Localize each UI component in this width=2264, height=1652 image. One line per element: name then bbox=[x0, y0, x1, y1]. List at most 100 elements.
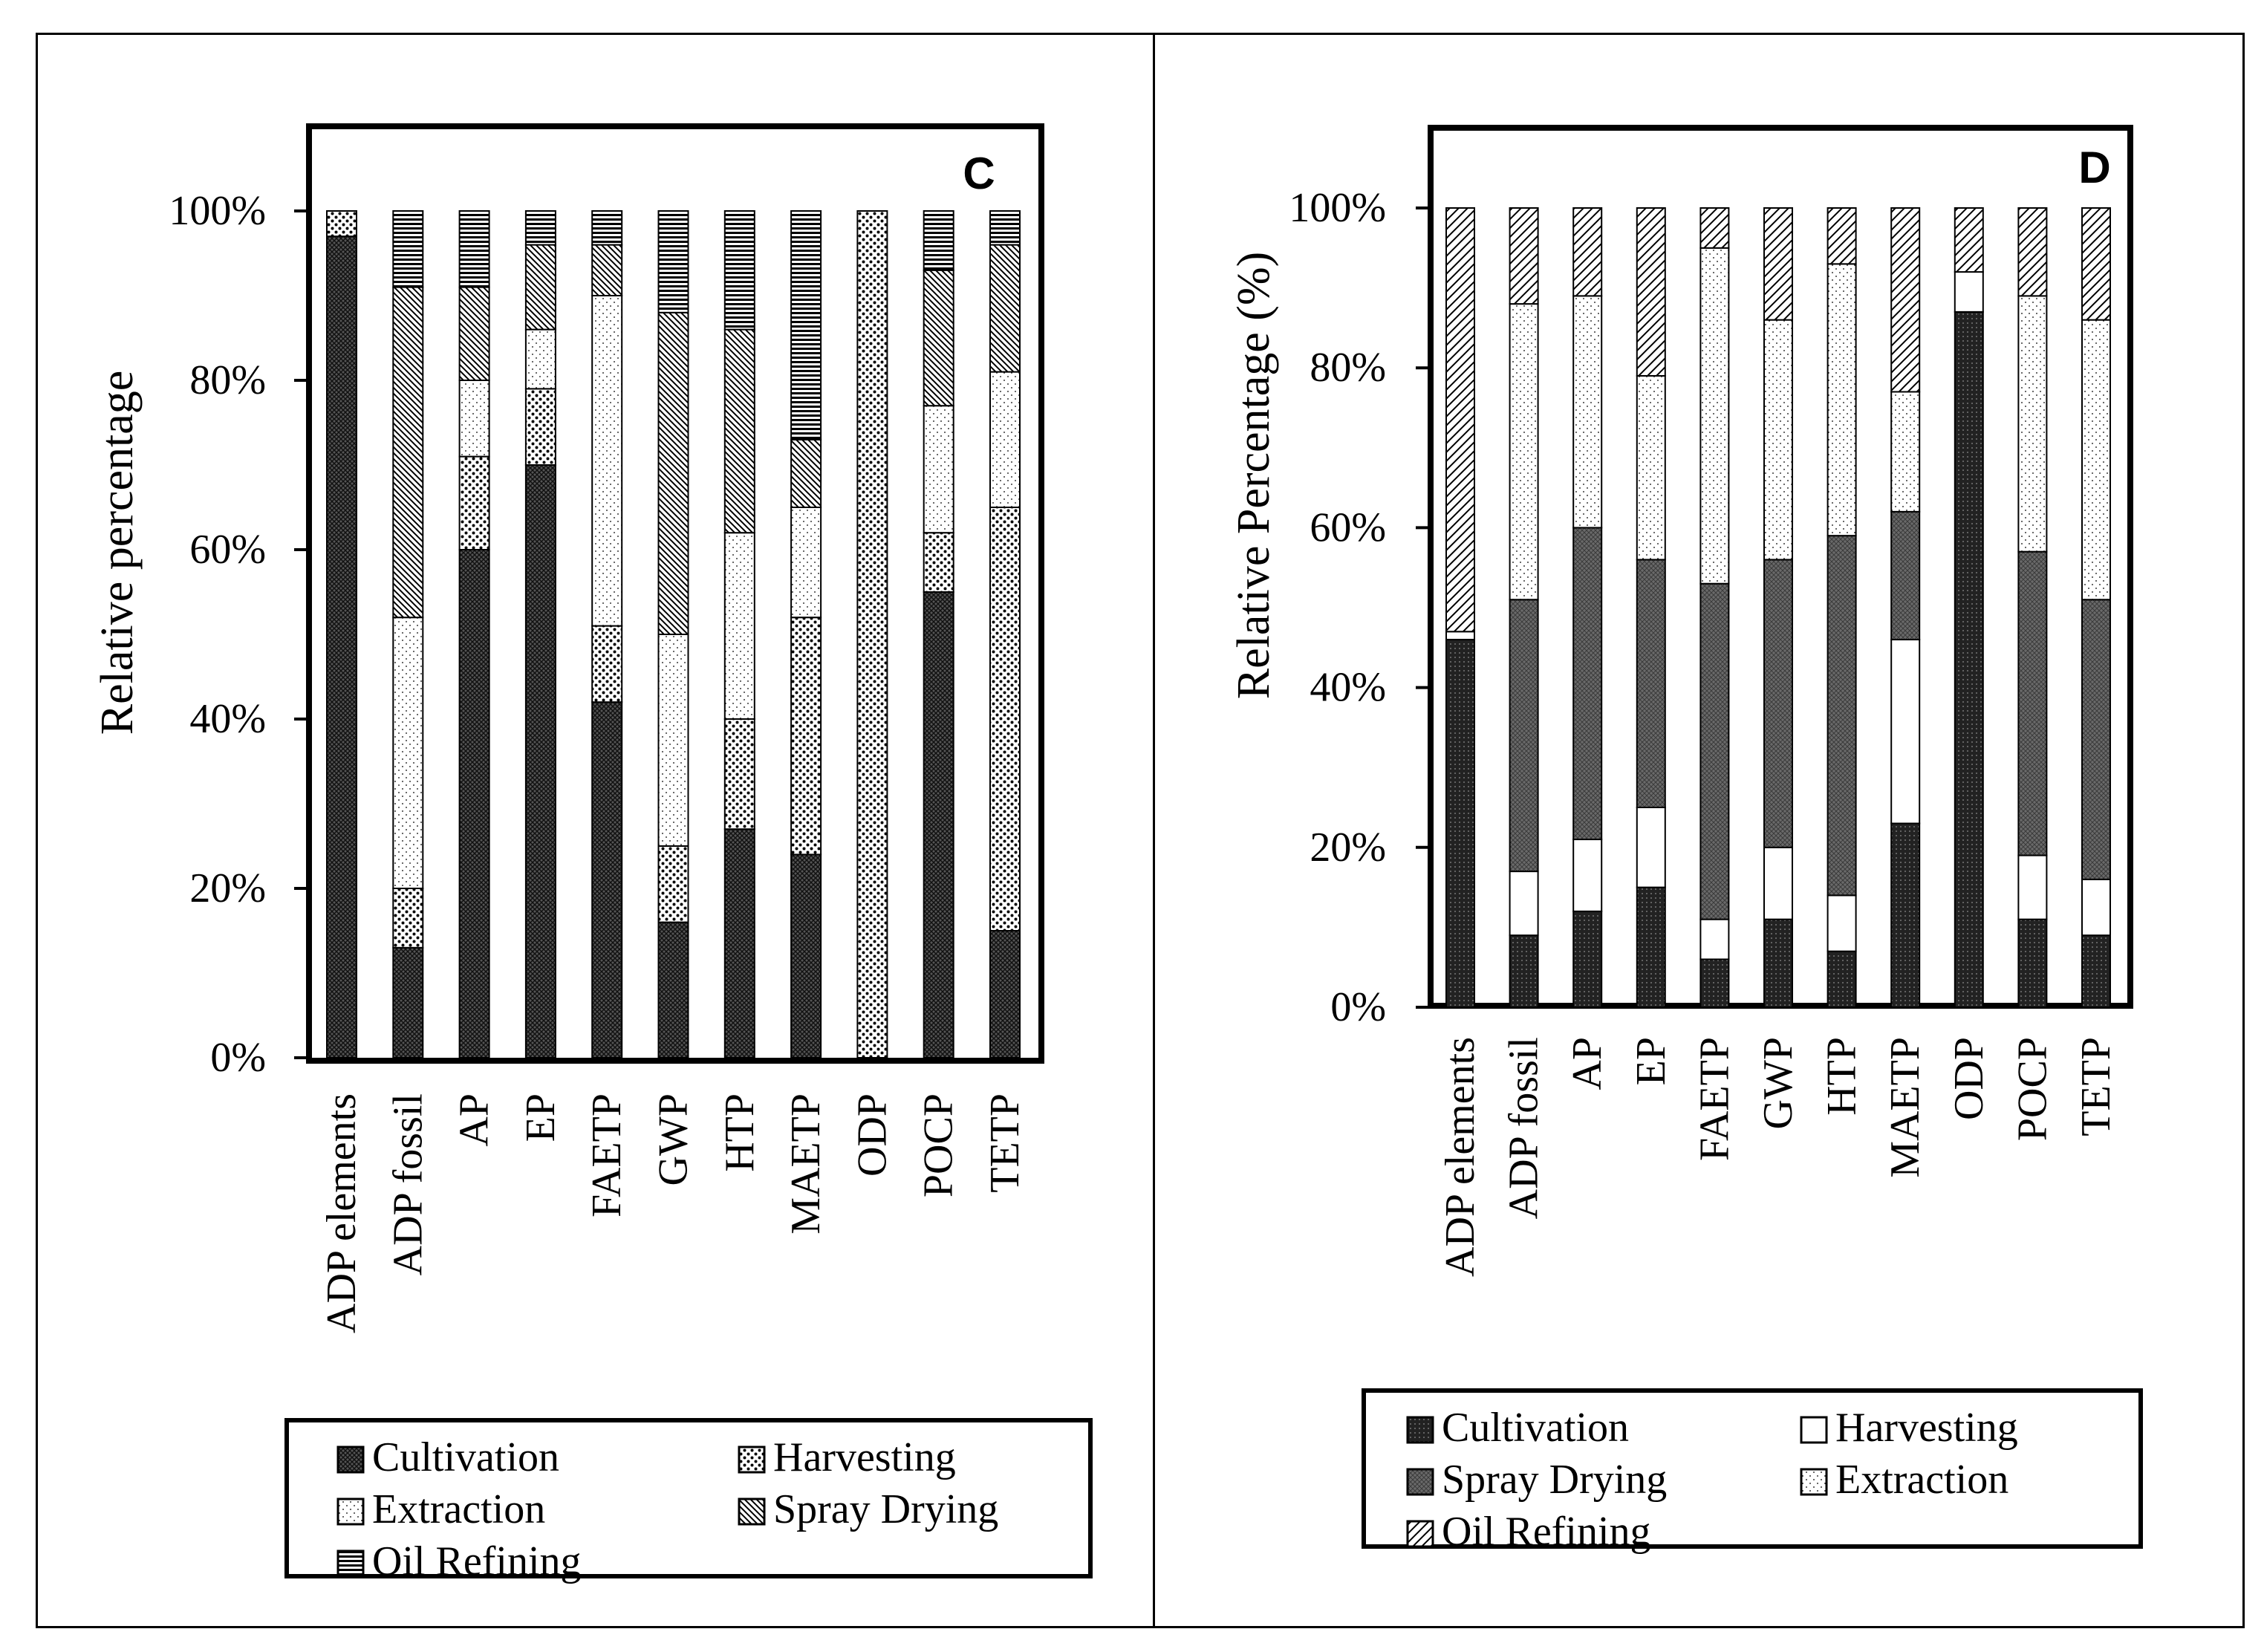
c-legend-swatch-harvesting bbox=[738, 1446, 766, 1474]
c-xtick-label-pocp: POCP bbox=[916, 1093, 962, 1197]
c-bar-gwp-cultivation bbox=[657, 921, 689, 1058]
c-xtick-label-faetp: FAETP bbox=[584, 1093, 630, 1217]
panel-d-y-tick-labels: 0% 20% 40% 60% 80% 100% bbox=[1289, 185, 1386, 1030]
d-bar-adp-fossil-oil-refining bbox=[1509, 207, 1539, 305]
c-bar-faetp-harvesting bbox=[591, 625, 623, 703]
d-bar-ap-spray-drying bbox=[1572, 527, 1603, 841]
panel-d: 0% 20% 40% 60% 80% 100% ADP elements ADP fossi… bbox=[1229, 125, 2143, 1555]
d-xtick-label-adp-fossil: ADP fossil bbox=[1501, 1037, 1547, 1219]
d-bar-pocp-extraction bbox=[2017, 295, 2048, 553]
c-bar-gwp-extraction bbox=[657, 634, 689, 847]
c-bar-faetp-cultivation bbox=[591, 701, 623, 1058]
d-ytick-label-4: 80% bbox=[1310, 345, 1386, 391]
d-bar-ep-extraction bbox=[1636, 374, 1666, 561]
c-bar-adp-fossil-extraction bbox=[392, 617, 424, 889]
d-legend-swatch-spray-drying bbox=[1406, 1468, 1434, 1496]
d-bar-faetp-harvesting bbox=[1699, 918, 1730, 960]
d-bar-gwp-harvesting bbox=[1763, 846, 1793, 920]
d-bar-maetp-cultivation bbox=[1890, 822, 1921, 1009]
d-xtick-label-faetp: FAETP bbox=[1691, 1037, 1737, 1161]
c-bar-ap-extraction bbox=[458, 380, 490, 458]
c-bar-pocp-harvesting bbox=[923, 532, 954, 594]
d-bar-ap-cultivation bbox=[1572, 910, 1603, 1008]
d-bar-faetp-cultivation bbox=[1699, 958, 1730, 1008]
panel-d-bars bbox=[1445, 207, 2111, 1009]
c-bar-maetp-oil-refining bbox=[790, 210, 822, 440]
d-bar-tetp-oil-refining bbox=[2081, 207, 2111, 321]
c-legend-label-harvesting: Harvesting bbox=[773, 1434, 956, 1480]
d-bar-pocp-oil-refining bbox=[2017, 207, 2048, 297]
d-ytick-label-5: 100% bbox=[1289, 185, 1386, 231]
d-ytick-label-0: 0% bbox=[1330, 984, 1386, 1030]
d-bar-tetp-extraction bbox=[2081, 319, 2111, 601]
c-ytick-label-4: 80% bbox=[189, 357, 266, 403]
c-ytick-label-1: 20% bbox=[189, 865, 266, 911]
d-ytick-label-3: 60% bbox=[1310, 504, 1386, 550]
d-bar-maetp-harvesting bbox=[1890, 639, 1921, 825]
c-bar-maetp-harvesting bbox=[790, 617, 822, 856]
d-bar-htp-spray-drying bbox=[1827, 535, 1857, 897]
d-bar-adp-fossil-cultivation bbox=[1509, 934, 1539, 1009]
c-legend-swatch-extraction bbox=[336, 1497, 365, 1526]
d-bar-ep-cultivation bbox=[1636, 886, 1666, 1008]
d-bar-adp-fossil-extraction bbox=[1509, 303, 1539, 601]
panel-c: 0% 20% 40% 60% 80% 100% ADP elements ADP fossi… bbox=[92, 123, 1093, 1584]
figure-frame bbox=[36, 33, 2245, 1628]
d-legend-swatch-cultivation bbox=[1406, 1416, 1434, 1444]
c-xtick-label-adp-elements: ADP elements bbox=[319, 1093, 365, 1333]
d-xtick-label-pocp: POCP bbox=[2009, 1037, 2055, 1141]
d-bar-tetp-cultivation bbox=[2081, 934, 2111, 1009]
panel-d-legend bbox=[1362, 1388, 2143, 1549]
d-bar-adp-elements-cultivation bbox=[1445, 639, 1475, 1008]
d-legend-swatch-harvesting bbox=[1800, 1416, 1828, 1444]
d-bar-odp-harvesting bbox=[1954, 271, 1984, 313]
c-xtick-label-odp: ODP bbox=[849, 1093, 895, 1177]
d-xtick-label-ep: EP bbox=[1628, 1037, 1674, 1085]
c-bar-gwp-spray-drying bbox=[657, 311, 689, 635]
panel-d-x-tick-labels: ADP elements ADP fossil AP EP FAETP GWP HTP MAE… bbox=[1437, 1037, 2119, 1277]
d-bar-tetp-harvesting bbox=[2081, 878, 2111, 937]
c-legend-label-oil-refining: Oil Refining bbox=[372, 1538, 582, 1584]
d-xtick-label-gwp: GWP bbox=[1755, 1037, 1801, 1129]
d-legend-label-harvesting: Harvesting bbox=[1835, 1405, 2018, 1451]
d-legend-label-extraction: Extraction bbox=[1835, 1457, 2008, 1503]
c-xtick-label-tetp: TETP bbox=[982, 1093, 1028, 1193]
d-legend-swatch-extraction bbox=[1800, 1468, 1828, 1496]
panel-d-y-tick-marks bbox=[1416, 206, 1431, 1009]
c-bar-odp-harvesting bbox=[856, 210, 888, 1058]
d-legend-label-cultivation: Cultivation bbox=[1442, 1405, 1629, 1451]
d-bar-ap-harvesting bbox=[1572, 839, 1603, 912]
c-ytick-label-2: 40% bbox=[189, 696, 266, 742]
c-bar-ap-harvesting bbox=[458, 455, 490, 550]
c-bar-tetp-harvesting bbox=[989, 507, 1021, 931]
d-bar-maetp-spray-drying bbox=[1890, 510, 1921, 641]
c-bar-adp-elements-cultivation bbox=[326, 235, 357, 1059]
panel-d-y-axis-title: Relative Percentage (%) bbox=[1229, 252, 1279, 699]
d-bar-htp-harvesting bbox=[1827, 894, 1857, 952]
panel-c-legend bbox=[284, 1418, 1093, 1578]
d-legend-swatch-oil-refining bbox=[1406, 1520, 1434, 1548]
d-bar-odp-cultivation bbox=[1954, 310, 1984, 1008]
d-ytick-label-1: 20% bbox=[1310, 825, 1386, 871]
c-legend-label-extraction: Extraction bbox=[372, 1486, 545, 1532]
d-bar-tetp-spray-drying bbox=[2081, 599, 2111, 880]
c-bar-ap-cultivation bbox=[458, 549, 490, 1058]
c-bar-tetp-oil-refining bbox=[989, 210, 1021, 246]
panel-c-label: C bbox=[963, 149, 995, 198]
panel-c-bars bbox=[326, 210, 1021, 1059]
d-bar-ep-harvesting bbox=[1636, 807, 1666, 888]
d-xtick-label-ap: AP bbox=[1564, 1037, 1610, 1090]
c-bar-ep-spray-drying bbox=[524, 244, 556, 331]
c-xtick-label-ap: AP bbox=[452, 1093, 498, 1147]
c-bar-faetp-extraction bbox=[591, 295, 623, 627]
d-bar-maetp-extraction bbox=[1890, 391, 1921, 513]
d-bar-maetp-oil-refining bbox=[1890, 207, 1921, 393]
d-xtick-label-adp-elements: ADP elements bbox=[1437, 1037, 1483, 1277]
d-bar-gwp-cultivation bbox=[1763, 918, 1793, 1009]
c-bar-adp-fossil-harvesting bbox=[392, 888, 424, 949]
d-bar-pocp-cultivation bbox=[2017, 918, 2048, 1009]
d-bar-pocp-harvesting bbox=[2017, 854, 2048, 920]
panel-c-y-axis-title: Relative percentage bbox=[92, 371, 143, 735]
d-bar-htp-oil-refining bbox=[1827, 207, 1857, 265]
d-bar-ep-oil-refining bbox=[1636, 207, 1666, 377]
